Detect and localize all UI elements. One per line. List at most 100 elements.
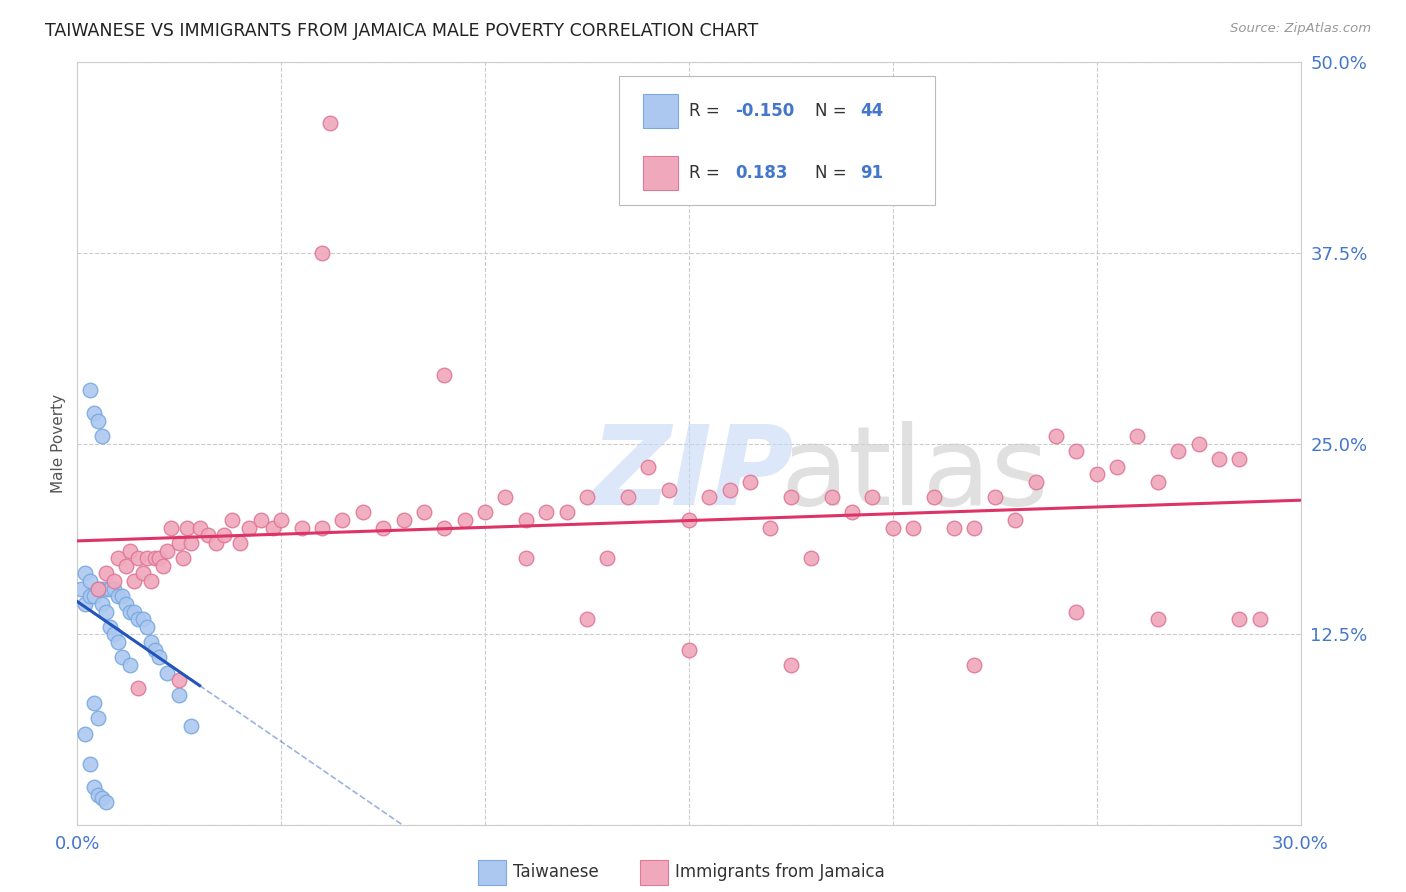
Point	[94, 795, 117, 809]
Point	[135, 620, 157, 634]
Point	[903, 521, 925, 535]
Point	[1167, 444, 1189, 458]
Point	[169, 673, 191, 688]
Text: Source: ZipAtlas.com: Source: ZipAtlas.com	[1230, 22, 1371, 36]
Point	[238, 521, 260, 535]
Point	[352, 505, 374, 519]
Point	[392, 513, 415, 527]
Point	[270, 513, 292, 527]
Point	[90, 429, 112, 443]
Point	[169, 536, 191, 550]
Point	[143, 642, 166, 657]
Point	[453, 513, 475, 527]
Point	[87, 414, 110, 428]
Point	[172, 551, 194, 566]
Point	[515, 513, 537, 527]
Point	[311, 246, 333, 260]
Text: R =: R =	[689, 164, 725, 182]
Point	[176, 521, 198, 535]
Point	[135, 551, 157, 566]
Point	[79, 384, 101, 398]
Point	[319, 116, 342, 130]
Point	[1229, 452, 1251, 467]
Point	[75, 597, 97, 611]
Point	[94, 566, 117, 581]
Point	[290, 521, 312, 535]
Point	[83, 590, 105, 604]
Point	[1024, 475, 1046, 489]
Point	[1004, 513, 1026, 527]
Point	[107, 551, 129, 566]
Point	[197, 528, 219, 542]
Point	[1066, 444, 1088, 458]
Text: 91: 91	[860, 164, 883, 182]
Point	[862, 490, 884, 504]
Point	[1229, 612, 1251, 626]
Point	[79, 757, 101, 772]
Text: Immigrants from Jamaica: Immigrants from Jamaica	[675, 863, 884, 881]
Point	[1147, 475, 1170, 489]
Point	[131, 566, 153, 581]
Point	[124, 605, 146, 619]
Point	[180, 719, 202, 733]
Point	[103, 574, 125, 588]
Point	[87, 711, 110, 725]
Point	[800, 551, 823, 566]
Point	[759, 521, 782, 535]
Point	[107, 635, 129, 649]
Point	[152, 558, 174, 573]
Point	[156, 665, 179, 680]
Point	[841, 505, 863, 519]
Point	[1045, 429, 1067, 443]
Point	[534, 505, 557, 519]
Point	[262, 521, 284, 535]
Point	[143, 551, 166, 566]
Text: -0.150: -0.150	[735, 102, 794, 120]
Point	[942, 521, 965, 535]
Text: N =: N =	[815, 164, 852, 182]
Point	[148, 551, 170, 566]
Point	[160, 521, 183, 535]
Text: TAIWANESE VS IMMIGRANTS FROM JAMAICA MALE POVERTY CORRELATION CHART: TAIWANESE VS IMMIGRANTS FROM JAMAICA MAL…	[45, 22, 758, 40]
Point	[131, 612, 153, 626]
Point	[139, 574, 162, 588]
Point	[413, 505, 436, 519]
Point	[311, 521, 333, 535]
Point	[180, 536, 202, 550]
Point	[120, 605, 142, 619]
Point	[332, 513, 354, 527]
Point	[156, 543, 179, 558]
Point	[139, 635, 162, 649]
Point	[127, 551, 149, 566]
Point	[779, 657, 801, 672]
Point	[75, 566, 97, 581]
Point	[1147, 612, 1170, 626]
Point	[103, 627, 125, 641]
Y-axis label: Male Poverty: Male Poverty	[51, 394, 66, 493]
Point	[90, 597, 112, 611]
Text: N =: N =	[815, 102, 852, 120]
Point	[699, 490, 721, 504]
Point	[90, 790, 112, 805]
Point	[658, 483, 681, 497]
Text: Taiwanese: Taiwanese	[513, 863, 599, 881]
Point	[963, 521, 986, 535]
Point	[250, 513, 273, 527]
Point	[94, 582, 117, 596]
Point	[617, 490, 640, 504]
Point	[495, 490, 517, 504]
Point	[98, 620, 121, 634]
Point	[882, 521, 904, 535]
Point	[1187, 437, 1209, 451]
Point	[474, 505, 496, 519]
Point	[90, 582, 112, 596]
Point	[75, 726, 97, 740]
Text: 0.183: 0.183	[735, 164, 787, 182]
Point	[120, 657, 142, 672]
Point	[371, 521, 394, 535]
Point	[124, 574, 146, 588]
Point	[1249, 612, 1271, 626]
Point	[115, 597, 138, 611]
Point	[87, 788, 110, 802]
Point	[433, 368, 456, 383]
